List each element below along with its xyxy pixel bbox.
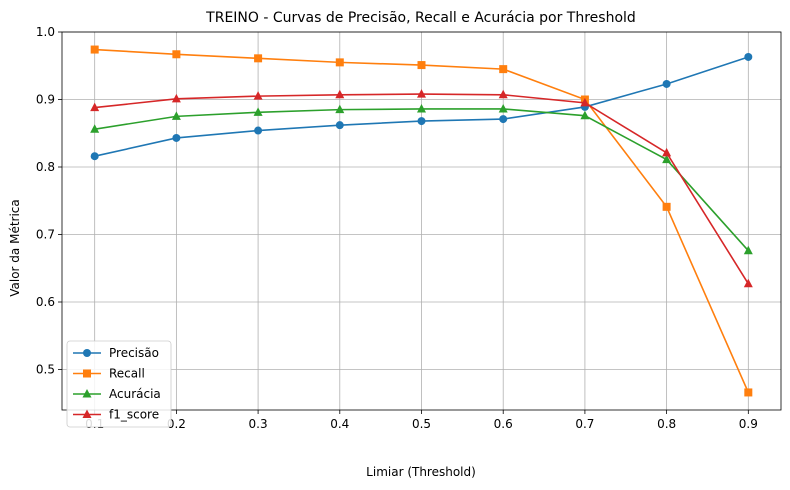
- x-tick-label: 0.5: [412, 417, 431, 431]
- data-point: [662, 154, 672, 164]
- data-point: [580, 110, 590, 120]
- y-axis-label: Valor da Métrica: [8, 199, 22, 297]
- data-point: [498, 103, 508, 113]
- x-tick-label: 0.8: [657, 417, 676, 431]
- x-axis-ticks: 0.10.20.30.40.50.60.70.80.9: [85, 410, 758, 431]
- data-point: [172, 133, 181, 142]
- data-point: [743, 278, 753, 288]
- legend-label: f1_score: [109, 408, 159, 422]
- y-tick-label: 0.9: [36, 93, 55, 107]
- data-point: [662, 147, 672, 157]
- data-point: [335, 104, 345, 114]
- data-point: [662, 79, 671, 88]
- legend-item: Recall: [73, 367, 145, 381]
- data-point: [744, 52, 753, 61]
- data-point: [335, 58, 344, 67]
- legend-box: [66, 340, 172, 428]
- data-point: [171, 111, 181, 120]
- legend-label: Acurácia: [109, 387, 161, 401]
- legend: Precisão Recall Acurácia f1_score: [66, 340, 172, 428]
- data-point: [253, 107, 263, 116]
- data-point: [335, 89, 345, 99]
- data-point: [253, 91, 263, 100]
- legend-item: Acurácia: [73, 387, 161, 401]
- legend-item: f1_score: [73, 408, 159, 422]
- x-tick-label: 0.7: [575, 417, 594, 431]
- legend-item: Precisão: [73, 346, 159, 360]
- x-tick-label: 0.4: [330, 417, 349, 431]
- data-point: [417, 89, 426, 98]
- y-tick-label: 1.0: [36, 25, 55, 39]
- x-axis-label: Limiar (Threshold): [366, 465, 476, 479]
- series-3: [90, 89, 753, 288]
- data-point: [171, 93, 181, 103]
- data-point: [499, 115, 508, 124]
- legend-marker: [83, 369, 91, 378]
- legend-marker: [83, 349, 91, 357]
- data-point: [90, 45, 99, 54]
- data-point: [172, 50, 181, 59]
- data-point: [335, 121, 344, 130]
- data-point: [498, 89, 508, 99]
- y-tick-label: 0.6: [36, 295, 55, 309]
- x-tick-label: 0.3: [249, 417, 268, 431]
- data-point: [417, 103, 426, 113]
- chart-title: TREINO - Curvas de Precisão, Recall e Ac…: [205, 10, 636, 26]
- y-tick-label: 0.8: [36, 160, 55, 174]
- series-2: [90, 103, 753, 255]
- data-point: [254, 54, 263, 63]
- data-point: [417, 117, 426, 126]
- x-tick-label: 0.6: [494, 417, 513, 431]
- x-tick-label: 0.2: [167, 417, 186, 431]
- y-axis-ticks: 0.5 0.6 0.7 0.8 0.9 1.0: [36, 25, 62, 377]
- data-point: [662, 202, 671, 211]
- data-point: [90, 102, 100, 112]
- series-0: [90, 52, 753, 161]
- y-tick-label: 0.7: [36, 228, 55, 242]
- data-point: [417, 61, 426, 70]
- data-point: [743, 245, 753, 255]
- data-point: [499, 65, 508, 74]
- x-tick-label: 0.9: [739, 417, 758, 431]
- legend-label: Recall: [109, 367, 145, 381]
- series-1: [90, 45, 753, 397]
- legend-marker: [82, 409, 92, 418]
- data-point: [90, 124, 100, 133]
- data-point: [254, 126, 263, 135]
- legend-label: Precisão: [109, 346, 159, 360]
- y-tick-label: 0.5: [36, 363, 55, 377]
- data-point: [744, 388, 753, 397]
- data-point: [580, 97, 590, 107]
- data-point: [90, 152, 99, 161]
- legend-marker: [82, 389, 92, 398]
- series-layer: [90, 45, 753, 397]
